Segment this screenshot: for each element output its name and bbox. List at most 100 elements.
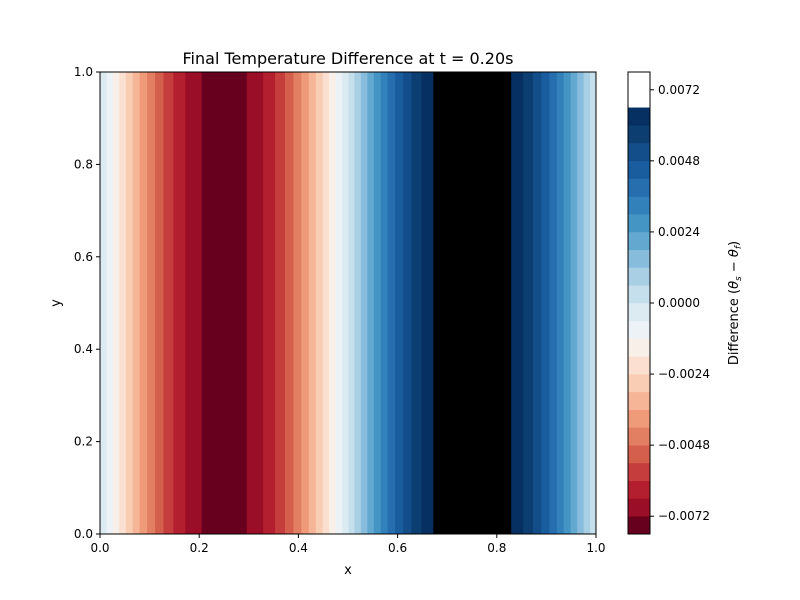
colorbar-level (628, 409, 650, 428)
contour-band (275, 72, 286, 534)
x-tick-label: 0.0 (90, 541, 109, 555)
contour-band (541, 72, 550, 534)
colorbar (628, 107, 650, 535)
contour-band (285, 72, 294, 534)
contour-band (139, 72, 148, 534)
contour-band (523, 72, 534, 534)
y-tick-label: 0.4 (74, 342, 93, 356)
colorbar-level (628, 196, 650, 215)
colorbar-level (628, 303, 650, 322)
contour-band (173, 72, 186, 534)
contour-band (308, 72, 317, 534)
contour-band (263, 72, 276, 534)
contour-band (533, 72, 542, 534)
colorbar-level (628, 125, 650, 144)
x-axis-label: x (344, 563, 352, 578)
contour-band (106, 72, 114, 534)
colorbar-level (628, 267, 650, 286)
colorbar-level (628, 214, 650, 233)
contour-band (511, 72, 524, 534)
x-tick-label: 0.8 (487, 541, 506, 555)
contour-band (563, 72, 572, 534)
contour-band (348, 72, 355, 534)
colorbar-level (628, 480, 650, 499)
colorbar-level (628, 107, 650, 126)
contour-band (293, 72, 302, 534)
colorbar-tick-label: −0.0048 (658, 438, 710, 452)
contour-band (119, 72, 127, 534)
contour-band (132, 72, 141, 534)
contour-band (583, 72, 591, 534)
colorbar-level (628, 516, 650, 535)
contour-band (147, 72, 156, 534)
y-tick-label: 0.6 (74, 250, 93, 264)
colorbar-level (628, 249, 650, 268)
colorbar-level (628, 231, 650, 250)
colorbar-level (628, 143, 650, 162)
x-axis: 0.0 0.2 0.4 0.6 0.8 1.0 (90, 534, 606, 555)
contour-band (556, 72, 565, 534)
contour-band (155, 72, 164, 534)
colorbar-level (628, 445, 650, 464)
contour-band (421, 72, 434, 534)
contour-band (403, 72, 412, 534)
colorbar-tick-label: 0.0024 (658, 225, 700, 239)
contour-band (322, 72, 330, 534)
colorbar-tick-label: 0.0072 (658, 83, 700, 97)
contour-band (380, 72, 389, 534)
contour-band (360, 72, 368, 534)
contour-band (100, 72, 107, 534)
contour-band (577, 72, 585, 534)
contour-band (590, 72, 597, 534)
contour-band (387, 72, 396, 534)
contour-band (549, 72, 558, 534)
contour-band (112, 72, 120, 534)
colorbar-level (628, 356, 650, 375)
contour-band (201, 72, 248, 534)
colorbar-level (628, 391, 650, 410)
contour-band (411, 72, 422, 534)
contour-band (395, 72, 404, 534)
y-tick-label: 0.2 (74, 435, 93, 449)
contour-band (354, 72, 362, 534)
chart-title: Final Temperature Difference at t = 0.20… (183, 49, 514, 68)
contour-band (342, 72, 349, 534)
colorbar-level (628, 462, 650, 481)
colorbar-tick-label: −0.0024 (658, 367, 710, 381)
colorbar-level (628, 338, 650, 357)
contour-band (185, 72, 203, 534)
contour-band (163, 72, 174, 534)
y-tick-label: 0.0 (74, 527, 93, 541)
contour-band (125, 72, 134, 534)
colorbar-level (628, 320, 650, 339)
x-tick-label: 0.6 (388, 541, 407, 555)
colorbar-level (628, 374, 650, 393)
colorbar-tick-label: 0.0000 (658, 296, 700, 310)
colorbar-level (628, 427, 650, 446)
plot-frame (99, 71, 597, 535)
colorbar-level (628, 285, 650, 304)
y-axis-label: y (49, 299, 64, 307)
colorbar-label: Difference (θs − θf) (727, 241, 744, 365)
contour-band (246, 72, 264, 534)
contour-band (329, 72, 337, 534)
contour-band (373, 72, 382, 534)
contour-band (335, 72, 343, 534)
y-tick-label: 1.0 (74, 65, 93, 79)
colorbar-tick-label: 0.0048 (658, 154, 700, 168)
colorbar-axis: −0.0072 −0.0048 −0.0024 0.0000 0.0024 0.0048 0… (650, 83, 710, 523)
contour-band (301, 72, 310, 534)
y-axis: 0.0 0.2 0.4 0.6 0.8 1.0 (74, 65, 100, 541)
colorbar-tick-label: −0.0072 (658, 509, 710, 523)
contour-band (570, 72, 578, 534)
x-tick-label: 0.2 (190, 541, 209, 555)
y-tick-label: 0.8 (74, 157, 93, 171)
contour-band (433, 72, 512, 534)
contour-band (367, 72, 375, 534)
colorbar-level (628, 178, 650, 197)
x-tick-label: 0.4 (289, 541, 308, 555)
colorbar-level (628, 498, 650, 517)
plot-area (100, 72, 597, 534)
contour-band (315, 72, 324, 534)
